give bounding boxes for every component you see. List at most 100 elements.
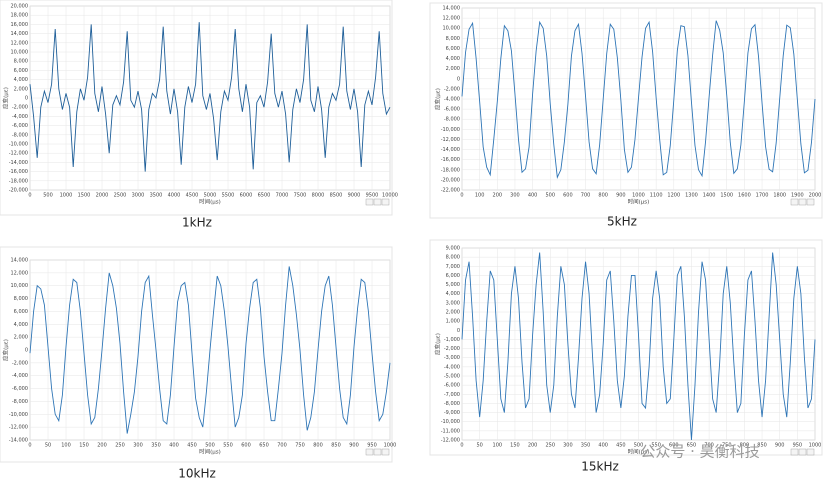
x-tick-label: 850 xyxy=(757,443,767,449)
y-tick-label: -1,000 xyxy=(444,337,460,343)
x-tick-label: 550 xyxy=(223,443,233,449)
y-tick-label: -20,000 xyxy=(441,177,460,183)
x-axis-label: 时间(μs) xyxy=(628,448,650,456)
x-tick-label: 500 xyxy=(43,193,53,199)
y-tick-label: 16,000 xyxy=(11,22,29,28)
x-tick-label: 1700 xyxy=(756,193,769,199)
x-tick-label: 150 xyxy=(510,443,520,449)
y-tick-label: 2,000 xyxy=(14,86,28,92)
y-tick-label: 5,000 xyxy=(446,282,460,288)
y-tick-label: -12,000 xyxy=(441,438,460,444)
y-tick-label: -22,000 xyxy=(441,188,460,194)
y-tick-label: -8,000 xyxy=(12,399,28,405)
watermark: 公众号 · 昊衡科技 xyxy=(640,443,759,461)
x-tick-label: 5000 xyxy=(204,193,217,199)
y-tick-label: -12,000 xyxy=(441,137,460,143)
y-tick-label: -4,000 xyxy=(12,373,28,379)
toolbar-button xyxy=(365,198,374,206)
x-tick-label: 1900 xyxy=(791,193,804,199)
y-tick-label: 10,000 xyxy=(11,50,29,56)
x-tick-label: 200 xyxy=(528,443,538,449)
caption: 10kHz xyxy=(178,467,216,481)
x-tick-label: 900 xyxy=(775,443,785,449)
y-tick-label: -4,000 xyxy=(12,114,28,120)
x-axis-label: 时间(μs) xyxy=(199,448,221,456)
x-tick-label: 200 xyxy=(97,443,107,449)
x-tick-label: 700 xyxy=(704,443,714,449)
x-tick-label: 650 xyxy=(259,443,269,449)
y-tick-label: 7,000 xyxy=(446,264,460,270)
x-tick-label: 5500 xyxy=(222,193,235,199)
y-tick-label: 8,000 xyxy=(446,255,460,261)
y-tick-label: -4,000 xyxy=(444,364,460,370)
y-tick-label: 20,000 xyxy=(11,4,29,10)
x-tick-label: 450 xyxy=(616,443,626,449)
y-tick-label: 0 xyxy=(25,348,28,354)
x-tick-label: 650 xyxy=(687,443,697,449)
y-axis-label: 应变(με) xyxy=(2,87,10,109)
x-axis-label: 时间(μs) xyxy=(199,198,221,206)
x-tick-label: 7000 xyxy=(276,193,289,199)
y-tick-label: -2,000 xyxy=(12,105,28,111)
y-tick-label: 6,000 xyxy=(446,273,460,279)
y-tick-label: -3,000 xyxy=(444,355,460,361)
y-tick-label: 2,000 xyxy=(446,310,460,316)
y-tick-label: -18,000 xyxy=(441,167,460,173)
y-tick-label: -14,000 xyxy=(9,438,28,444)
x-tick-label: 1800 xyxy=(773,193,786,199)
x-tick-label: 8000 xyxy=(312,193,325,199)
y-axis-label: 应变(με) xyxy=(434,333,442,355)
x-tick-label: 700 xyxy=(581,193,591,199)
y-tick-label: -12,000 xyxy=(9,151,28,157)
y-tick-label: -10,000 xyxy=(441,127,460,133)
x-tick-label: 50 xyxy=(45,443,51,449)
x-tick-label: 3500 xyxy=(150,193,163,199)
toolbar-button xyxy=(373,198,382,206)
x-tick-label: 1000 xyxy=(632,193,645,199)
x-tick-label: 1300 xyxy=(685,193,698,199)
y-tick-label: 10,000 xyxy=(11,283,29,289)
toolbar-button xyxy=(790,198,799,206)
y-tick-label: -14,000 xyxy=(9,160,28,166)
x-tick-label: 500 xyxy=(634,443,644,449)
x-axis-label: 时间(μs) xyxy=(628,198,650,206)
y-tick-label: 4,000 xyxy=(14,322,28,328)
x-tick-label: 6500 xyxy=(258,193,271,199)
x-tick-label: 600 xyxy=(241,443,251,449)
x-tick-label: 200 xyxy=(493,193,503,199)
y-tick-label: -18,000 xyxy=(9,178,28,184)
x-tick-label: 250 xyxy=(545,443,555,449)
x-tick-label: 0 xyxy=(28,193,31,199)
x-tick-label: 2000 xyxy=(809,193,822,199)
x-tick-label: 1000 xyxy=(809,443,822,449)
x-tick-label: 1100 xyxy=(650,193,663,199)
x-tick-label: 100 xyxy=(493,443,503,449)
toolbar-button xyxy=(381,448,390,456)
y-tick-label: -6,000 xyxy=(444,107,460,113)
x-tick-label: 550 xyxy=(651,443,661,449)
x-tick-label: 9500 xyxy=(366,193,379,199)
x-tick-label: 1400 xyxy=(703,193,716,199)
x-tick-label: 900 xyxy=(349,443,359,449)
y-tick-label: -16,000 xyxy=(441,157,460,163)
y-tick-label: 12,000 xyxy=(11,270,29,276)
x-tick-label: 9000 xyxy=(348,193,361,199)
y-tick-label: 10,000 xyxy=(443,26,461,32)
y-tick-label: -16,000 xyxy=(9,169,28,175)
x-tick-label: 450 xyxy=(187,443,197,449)
x-tick-label: 300 xyxy=(510,193,520,199)
x-tick-label: 0 xyxy=(460,193,463,199)
y-tick-label: 1,000 xyxy=(446,319,460,325)
data-line xyxy=(29,266,391,434)
y-tick-label: 6,000 xyxy=(446,46,460,52)
y-tick-label: -12,000 xyxy=(9,425,28,431)
x-tick-label: 2000 xyxy=(96,193,109,199)
y-tick-label: 9,000 xyxy=(446,246,460,252)
y-tick-label: 0 xyxy=(457,76,460,82)
toolbar-button xyxy=(798,198,807,206)
x-tick-label: 8500 xyxy=(330,193,343,199)
y-tick-label: -6,000 xyxy=(12,123,28,129)
y-tick-label: 0 xyxy=(25,96,28,102)
y-tick-label: 0 xyxy=(457,328,460,334)
y-tick-label: 14,000 xyxy=(11,258,29,264)
